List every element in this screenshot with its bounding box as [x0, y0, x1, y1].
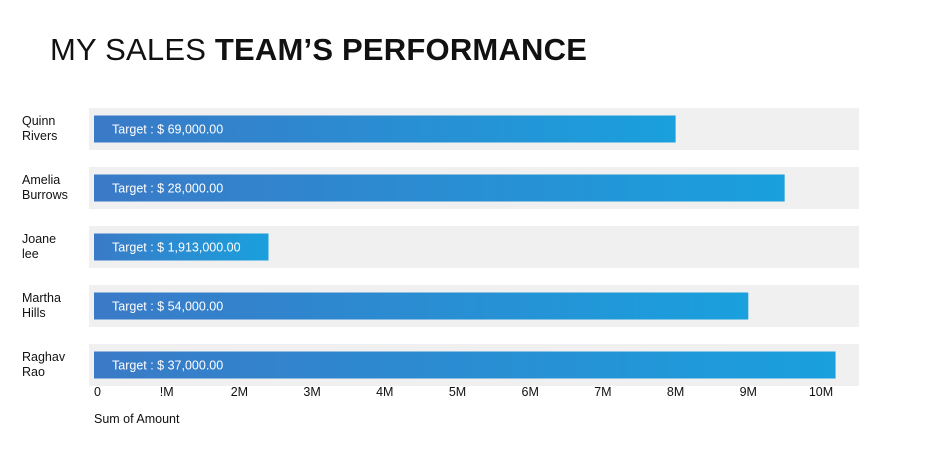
bar	[94, 351, 836, 379]
x-tick-label: 3M	[303, 385, 320, 399]
category-label: Raghav Rao	[22, 350, 66, 379]
x-tick-label: 4M	[376, 385, 393, 399]
bar	[94, 292, 749, 320]
x-tick-label: 0	[94, 385, 101, 399]
category-label: Joane lee	[22, 232, 56, 261]
x-tick-label: 8M	[667, 385, 684, 399]
x-tick-label: !M	[160, 385, 174, 399]
bar	[94, 115, 676, 143]
x-axis: 0 !M 2M 3M 4M 5M 6M 7M 8M 9M 10M	[94, 385, 833, 399]
x-tick-label: 5M	[449, 385, 466, 399]
category-labels: Quinn Rivers Amelia Burrows Joane lee Martha Hi…	[22, 114, 68, 379]
bar	[94, 174, 785, 202]
x-axis-title: Sum of Amount	[94, 412, 180, 426]
bar-data-label: Target : $ 37,000.00	[112, 359, 223, 373]
x-tick-label: 7M	[594, 385, 611, 399]
bar-data-label: Target : $ 69,000.00	[112, 123, 223, 137]
x-tick-label: 6M	[522, 385, 539, 399]
x-tick-label: 9M	[740, 385, 757, 399]
chart-title-light: MY SALES	[50, 32, 215, 67]
category-label: Quinn Rivers	[22, 114, 57, 143]
x-tick-label: 2M	[231, 385, 248, 399]
bars: Target : $ 69,000.00 Target : $ 28,000.00…	[94, 115, 836, 379]
chart-title: MY SALES TEAM’S PERFORMANCE	[50, 32, 587, 68]
bar-data-label: Target : $ 28,000.00	[112, 182, 223, 196]
category-label: Martha Hills	[22, 291, 61, 320]
bar	[94, 233, 269, 261]
chart-title-bold: TEAM’S PERFORMANCE	[214, 32, 588, 67]
x-tick-label: 10M	[809, 385, 833, 399]
bar-data-label: Target : $ 1,913,000.00	[112, 241, 241, 255]
category-label: Amelia Burrows	[22, 173, 68, 202]
bar-data-label: Target : $ 54,000.00	[112, 300, 223, 314]
